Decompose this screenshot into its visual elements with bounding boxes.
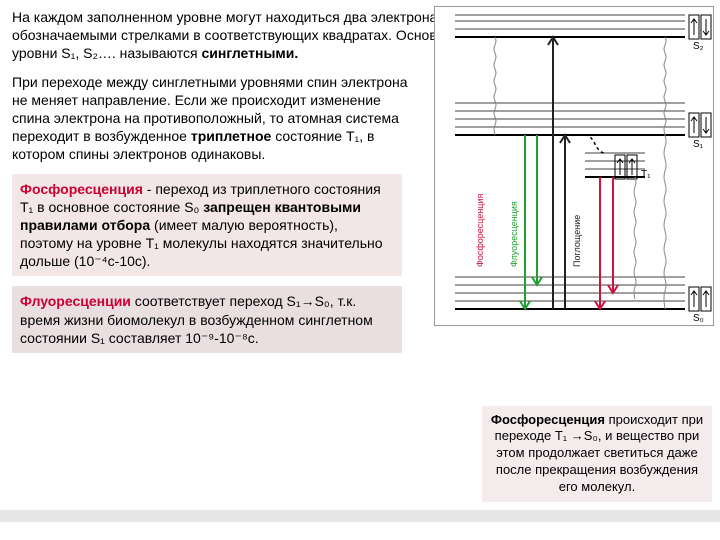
box-phosphorescence: Фосфоресценция - переход из триплетного … [12,174,402,277]
callout-phosphorescence: Фосфоресценция происходит при переходе T… [482,406,712,502]
axis-fluorescence: Флуоресценция [509,201,519,267]
text-bold: триплетное [191,128,271,144]
jablonski-diagram: S₂ S₁ S₀ T₁ Фосфоресценция Флуоресценция… [434,6,714,326]
paragraph-mid: При переходе между синглетными уровнями … [12,73,412,164]
label-s2: S₂ [693,41,704,52]
label-t1: T₁ [641,169,651,180]
text-bold: синглетными. [202,45,299,61]
label-s1: S₁ [693,139,704,150]
axis-absorption: Поглощение [572,215,582,267]
text-bold: Фосфоресценция [491,412,605,427]
term-phosphorescence: Фосфоресценция [20,181,143,197]
box-fluorescence: Флуоресценции соответствует переход S₁→S… [12,286,402,353]
label-s0: S₀ [693,313,704,324]
slide: На каждом заполненном уровне могут наход… [0,0,720,540]
term-fluorescence: Флуоресценции [20,293,131,309]
axis-phosphorescence: Фосфоресценция [475,194,485,267]
diagram-svg: S₂ S₁ S₀ T₁ Фосфоресценция Флуоресценция… [435,7,715,327]
footer-stripe [0,510,720,522]
